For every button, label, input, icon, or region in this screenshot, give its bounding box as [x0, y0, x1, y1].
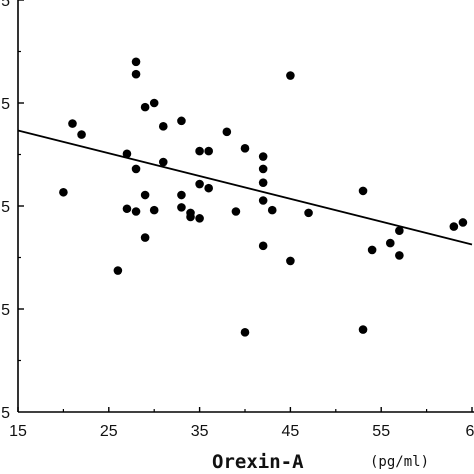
y-tick-label: 5 [1, 96, 10, 113]
x-axis-unit: (pg/ml) [370, 454, 429, 470]
data-point [449, 222, 459, 231]
data-point [395, 226, 404, 236]
data-point [149, 98, 159, 108]
data-point [204, 146, 213, 156]
data-points [59, 57, 468, 337]
data-point [304, 208, 313, 218]
data-point [122, 149, 132, 159]
x-tick-label: 35 [191, 423, 209, 440]
data-point [258, 178, 268, 187]
data-point [158, 157, 168, 167]
data-point [286, 71, 295, 80]
data-point [195, 214, 204, 223]
data-point [286, 256, 295, 266]
data-point [240, 328, 250, 337]
data-point [140, 233, 150, 242]
axes [17, 0, 474, 413]
data-point [59, 187, 68, 197]
regression-line [17, 129, 473, 246]
data-point [222, 127, 232, 137]
data-point [204, 183, 213, 193]
data-point [358, 186, 368, 196]
data-point [68, 119, 77, 128]
data-point [258, 152, 268, 161]
data-point [258, 196, 268, 205]
data-point [240, 144, 250, 153]
data-point [385, 238, 395, 248]
regression-line-group [17, 129, 473, 246]
x-tick-label: 15 [9, 423, 27, 440]
data-point [177, 203, 186, 212]
data-point [131, 69, 141, 79]
data-point [458, 218, 468, 227]
x-tick-label: 45 [282, 423, 300, 440]
data-point [195, 146, 204, 156]
data-point [267, 205, 277, 215]
data-point [358, 325, 368, 334]
data-point [195, 179, 204, 189]
x-tick-label: 55 [372, 423, 390, 440]
y-tick-label: 5 [1, 199, 10, 216]
data-point [131, 164, 141, 174]
data-point [258, 164, 268, 174]
data-point [140, 102, 150, 112]
data-point [158, 122, 168, 131]
y-tick-label: 5 [1, 0, 10, 10]
x-tick-label: 6 [466, 423, 474, 440]
x-tick-label: 25 [100, 423, 118, 440]
data-point [149, 205, 159, 215]
data-point [77, 130, 86, 139]
data-point [177, 116, 186, 126]
data-point [140, 190, 150, 200]
data-point [231, 207, 241, 216]
data-point [131, 207, 141, 216]
data-point [131, 57, 141, 67]
data-point [122, 204, 132, 214]
data-point [177, 190, 186, 200]
y-tick-label: 5 [1, 405, 10, 422]
data-point [186, 212, 195, 222]
data-point [258, 241, 268, 251]
y-tick-label: 5 [1, 302, 10, 319]
data-point [367, 245, 377, 255]
x-axis-title: Orexin-A [212, 451, 304, 473]
data-point [113, 266, 123, 275]
data-point [395, 251, 404, 260]
axis-labels: Orexin-A (pg/ml) [212, 451, 429, 473]
